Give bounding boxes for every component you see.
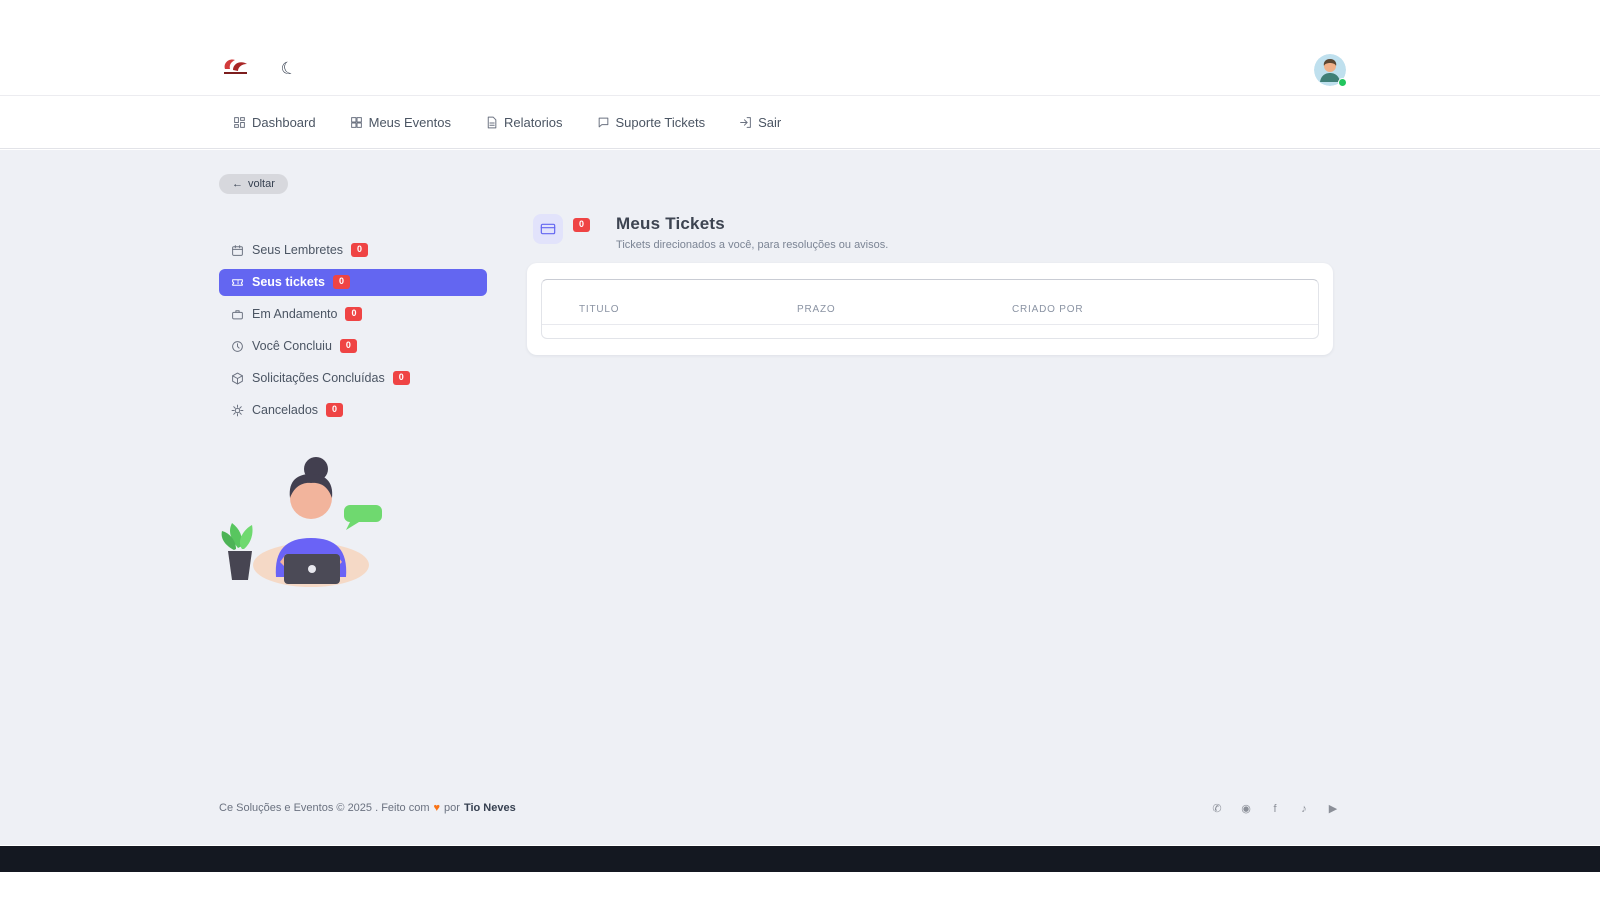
nav-item-meus-eventos[interactable]: Meus Eventos	[350, 115, 451, 130]
sidebar-item-label: Seus tickets	[252, 275, 325, 289]
sidebar-item-seus-tickets[interactable]: Seus tickets 0	[219, 268, 487, 296]
nav-item-sair[interactable]: Sair	[739, 115, 781, 130]
footer-by-text: por	[444, 802, 460, 814]
credit-card-icon	[540, 223, 556, 235]
gear-icon	[231, 404, 244, 417]
support-chat-icon	[597, 116, 610, 129]
user-avatar[interactable]	[1314, 54, 1347, 87]
tickets-table: TITULO PRAZO CRIADO POR	[541, 279, 1319, 339]
sidebar-item-cancelados[interactable]: Cancelados 0	[219, 394, 487, 426]
back-button[interactable]: ← voltar	[219, 174, 288, 194]
top-header: ☾	[0, 0, 1600, 95]
column-header-criado-por: CRIADO POR	[1012, 304, 1084, 315]
clock-icon	[231, 340, 244, 353]
box-icon	[231, 372, 244, 385]
bottom-dark-bar	[0, 846, 1600, 872]
heart-icon: ♥	[433, 802, 441, 814]
back-button-label: voltar	[248, 178, 275, 190]
count-badge: 0	[345, 307, 363, 321]
whatsapp-icon[interactable]: ✆	[1212, 803, 1222, 815]
table-header-row: TITULO PRAZO CRIADO POR	[542, 280, 1318, 325]
count-badge: 0	[332, 275, 350, 289]
grid-icon	[350, 116, 363, 129]
main-navbar: Dashboard Meus Eventos Relatorios Suport…	[0, 95, 1600, 149]
sidebar-item-solicitacoes-concluidas[interactable]: Solicitações Concluídas 0	[219, 362, 487, 394]
count-badge: 0	[339, 339, 357, 353]
brand-logo-icon	[224, 59, 247, 74]
report-icon	[485, 116, 498, 129]
count-badge: 0	[326, 403, 344, 417]
nav-label: Suporte Tickets	[615, 114, 706, 130]
facebook-icon[interactable]: f	[1273, 802, 1277, 815]
tickets-table-card: TITULO PRAZO CRIADO POR	[527, 263, 1333, 355]
exit-icon	[739, 116, 752, 129]
content-area: ← voltar Seus Lembretes 0 Seus tickets 0…	[0, 150, 1600, 845]
woman-laptop-illustration	[214, 453, 386, 589]
nav-label: Dashboard	[252, 114, 316, 130]
sidebar-item-em-andamento[interactable]: Em Andamento 0	[219, 298, 487, 330]
avatar-image	[1314, 54, 1346, 86]
copyright-text: Ce Soluções e Eventos © 2025 . Feito com	[219, 802, 430, 814]
nav-item-suporte-tickets[interactable]: Suporte Tickets	[597, 114, 706, 130]
ticket-icon	[231, 276, 244, 289]
column-header-titulo: TITULO	[579, 304, 620, 315]
section-count-badge: 0	[573, 218, 591, 232]
count-badge: 0	[351, 243, 369, 257]
section-header: 0 Meus Tickets Tickets direcionados a vo…	[533, 214, 888, 251]
theme-toggle-button[interactable]: ☾	[276, 56, 302, 82]
briefcase-icon	[231, 308, 244, 321]
footer-social-links: ✆ ◉ f ♪ ▶	[1210, 802, 1340, 816]
instagram-icon[interactable]: ◉	[1241, 803, 1251, 815]
sidebar-item-label: Solicitações Concluídas	[252, 371, 385, 385]
tickets-sidebar: Seus Lembretes 0 Seus tickets 0 Em Andam…	[219, 234, 487, 426]
author-link[interactable]: Tio Neves	[463, 802, 516, 814]
page-subtitle: Tickets direcionados a você, para resolu…	[616, 239, 889, 251]
sidebar-item-label: Seus Lembretes	[252, 243, 344, 257]
tickets-card-icon-tile	[533, 214, 563, 244]
dashboard-icon	[233, 116, 246, 129]
nav-label: Relatorios	[503, 114, 563, 130]
column-header-prazo: PRAZO	[797, 304, 836, 315]
calendar-icon	[231, 244, 244, 257]
tiktok-icon[interactable]: ♪	[1301, 802, 1307, 815]
online-status-dot	[1338, 78, 1347, 87]
moon-icon: ☾	[278, 57, 300, 80]
nav-label: Sair	[758, 114, 782, 130]
sidebar-item-label: Em Andamento	[252, 307, 338, 321]
brand-logo[interactable]	[220, 56, 252, 78]
nav-item-dashboard[interactable]: Dashboard	[233, 115, 316, 130]
youtube-icon[interactable]: ▶	[1328, 803, 1338, 815]
nav-label: Meus Eventos	[368, 114, 451, 130]
back-arrow-icon: ←	[232, 178, 243, 190]
sidebar-item-seus-lembretes[interactable]: Seus Lembretes 0	[219, 234, 487, 266]
count-badge: 0	[392, 371, 410, 385]
sidebar-item-voce-concluiu[interactable]: Você Concluiu 0	[219, 330, 487, 362]
sidebar-item-label: Cancelados	[252, 403, 319, 417]
footer-copyright: Ce Soluções e Eventos © 2025 . Feito com…	[219, 802, 516, 814]
page-title: Meus Tickets	[616, 214, 725, 233]
sidebar-item-label: Você Concluiu	[252, 339, 332, 353]
nav-item-relatorios[interactable]: Relatorios	[485, 115, 563, 130]
